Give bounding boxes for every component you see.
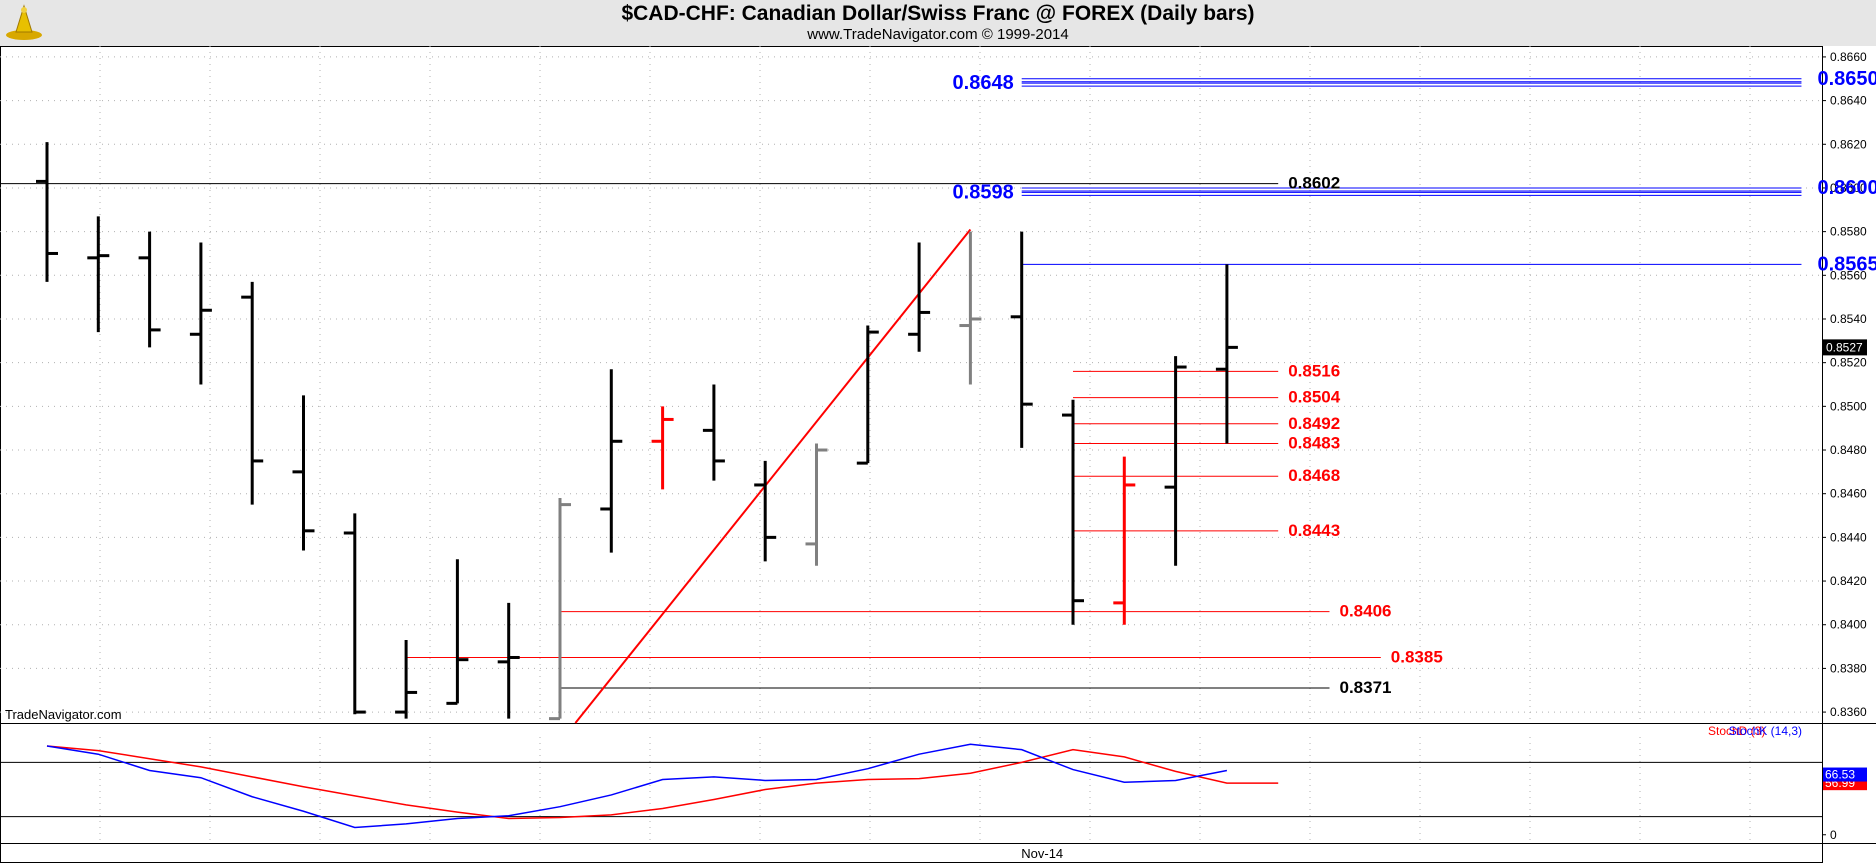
chart-header (0, 0, 1876, 46)
level-label: 0.8468 (1288, 466, 1340, 485)
y-tick-label: 0.8540 (1830, 312, 1867, 326)
level-label: 0.8371 (1340, 678, 1392, 697)
level-label: 0.8492 (1288, 414, 1340, 433)
trade-navigator-logo-icon (6, 4, 42, 40)
y-tick-label: 0.8580 (1830, 225, 1867, 239)
level-label: 0.8565 (1817, 253, 1876, 275)
y-tick-label: 0.8520 (1830, 356, 1867, 370)
last-price-marker (1823, 339, 1867, 356)
y-tick-label: 0.8480 (1830, 443, 1867, 457)
legend-stochd: StochD (3) (1708, 724, 1765, 738)
y-tick-label: 0.8660 (1830, 50, 1867, 64)
legend-stochk: StochK (14,3) (1729, 724, 1802, 738)
watermark: TradeNavigator.com (5, 707, 122, 722)
level-label: 0.8385 (1391, 647, 1443, 666)
y-tick-label: 0.8360 (1830, 705, 1867, 719)
x-tick-label: Nov-14 (1021, 846, 1063, 861)
y-tick-label: 0.8500 (1830, 399, 1867, 413)
y-tick-label: 0.8420 (1830, 574, 1867, 588)
y-tick-label: 0.8440 (1830, 530, 1867, 544)
level-label: 0.8443 (1288, 521, 1340, 540)
oscillator-value-marker (1823, 767, 1867, 782)
chart-title: $CAD-CHF: Canadian Dollar/Swiss Franc @ … (621, 2, 1255, 25)
y-tick-label: 0.8400 (1830, 618, 1867, 632)
trendline (574, 228, 972, 724)
level-label: 0.8406 (1340, 602, 1392, 621)
oscillator-line (46, 743, 1228, 829)
level-label: 0.8516 (1288, 361, 1340, 380)
y-tick-label: 0.8600 (1830, 181, 1867, 195)
last-price-label: 0.8527 (1826, 340, 1863, 354)
oscillator-line (46, 745, 1279, 820)
level-label: 0.8483 (1288, 433, 1340, 452)
chart-subtitle: www.TradeNavigator.com © 1999-2014 (807, 26, 1069, 43)
y-tick-label: 0.8460 (1830, 487, 1867, 501)
level-label: 0.8598 (953, 181, 1014, 203)
level-label: 0.8648 (953, 72, 1014, 94)
plot-frame (0, 46, 1823, 863)
y-tick-label: 0.8560 (1830, 268, 1867, 282)
y-tick-label: 0.8640 (1830, 94, 1867, 108)
oscillator-value-label: 66.53 (1825, 768, 1855, 782)
level-label: 0.8600 (1817, 177, 1876, 199)
level-label: 0.8504 (1288, 388, 1341, 407)
level-label: 0.8602 (1288, 174, 1340, 193)
level-label: 0.8650 (1817, 68, 1876, 90)
y-tick-label: 0.8620 (1830, 137, 1867, 151)
oscillator-y-tick-label: 0 (1830, 828, 1837, 842)
y-tick-label: 0.8380 (1830, 661, 1867, 675)
